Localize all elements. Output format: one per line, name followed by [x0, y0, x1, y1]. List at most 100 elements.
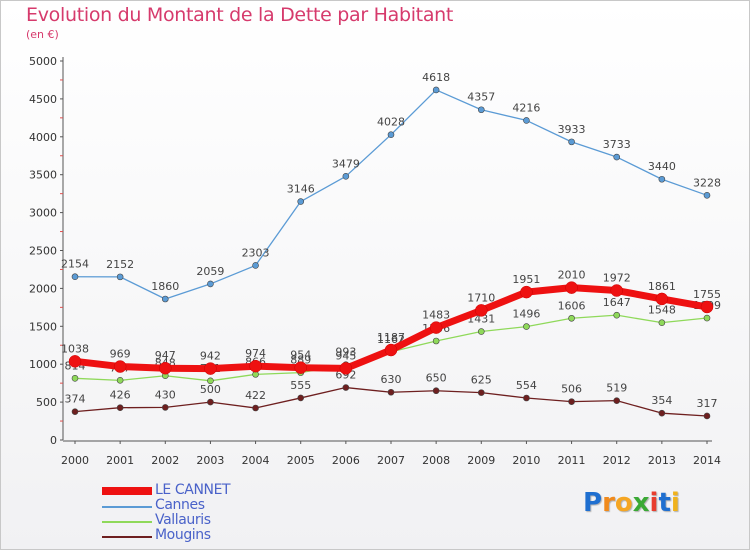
data-label-cannes-2005: 3146 [287, 183, 315, 196]
x-tick-label-2014: 2014 [693, 454, 721, 467]
x-tick-label-2007: 2007 [377, 454, 405, 467]
data-label-cannes-2003: 2059 [196, 265, 224, 278]
point-vallauris-2012 [613, 311, 621, 319]
data-label-mougins-2006: 692 [335, 369, 356, 382]
logo-letter: t [658, 488, 671, 518]
data-label-mougins-2005: 555 [290, 379, 311, 392]
data-label-cannes-2000: 2154 [61, 258, 89, 271]
point-vallauris-2003 [207, 377, 214, 385]
point-vallauris-2011 [568, 314, 575, 322]
point-mougins-2013 [658, 409, 666, 417]
x-tick-label-2012: 2012 [603, 454, 631, 467]
data-label-cannes-2014: 3228 [693, 176, 721, 189]
x-tick-label-2006: 2006 [332, 454, 360, 467]
point-cannes-2014 [703, 192, 711, 199]
data-label-cannes-2013: 3440 [648, 160, 676, 173]
data-label-le-cannet-2004: 974 [245, 347, 266, 360]
point-cannes-2008 [432, 86, 440, 94]
point-cannes-2000 [71, 273, 79, 281]
data-label-vallauris-2005: 889 [290, 354, 311, 367]
data-label-cannes-2010: 4216 [512, 101, 540, 114]
y-tick-label-1000: 1000 [29, 358, 57, 371]
point-cannes-2009 [477, 106, 485, 114]
data-label-mougins-2008: 650 [426, 372, 447, 385]
point-vallauris-2010 [523, 323, 530, 330]
data-label-mougins-2002: 430 [155, 388, 176, 401]
point-cannes-2006 [342, 172, 350, 180]
data-label-mougins-2007: 630 [381, 373, 402, 386]
legend-label-mougins: Mougins [155, 527, 211, 543]
point-vallauris-2014 [703, 314, 711, 322]
data-label-cannes-2012: 3733 [603, 138, 631, 151]
data-label-mougins-2004: 422 [245, 389, 266, 402]
data-label-cannes-2001: 2152 [106, 258, 134, 271]
y-tick-label-3000: 3000 [29, 207, 57, 220]
data-label-le-cannet-2002: 947 [155, 349, 176, 362]
point-le-cannet-2013 [655, 292, 669, 306]
logo-letter: i [670, 488, 680, 518]
point-le-cannet-2009 [475, 304, 488, 317]
data-label-mougins-2003: 500 [200, 383, 221, 396]
point-le-cannet-2003 [204, 362, 217, 375]
point-mougins-2000 [71, 408, 79, 415]
x-tick-label-2005: 2005 [287, 454, 315, 467]
data-label-mougins-2010: 554 [516, 379, 537, 392]
point-mougins-2004 [252, 404, 259, 412]
legend-swatch-le-cannet [102, 487, 152, 495]
data-label-cannes-2011: 3933 [558, 123, 586, 136]
data-label-mougins-2000: 374 [65, 393, 86, 406]
x-tick-label-2001: 2001 [106, 454, 134, 467]
point-mougins-2001 [116, 404, 124, 412]
point-le-cannet-2008 [429, 321, 443, 334]
x-tick-label-2004: 2004 [242, 454, 270, 467]
data-label-le-cannet-2012: 1972 [603, 272, 631, 285]
point-cannes-2001 [116, 273, 124, 281]
point-le-cannet-2012 [610, 284, 623, 297]
data-label-le-cannet-2008: 1483 [422, 309, 450, 322]
x-tick-label-2002: 2002 [151, 454, 179, 467]
data-label-cannes-2009: 4357 [467, 91, 495, 104]
point-cannes-2007 [387, 131, 395, 138]
y-tick-label-3500: 3500 [29, 169, 57, 182]
point-vallauris-2013 [658, 319, 666, 326]
data-label-mougins-2013: 354 [651, 394, 672, 407]
point-le-cannet-2005 [294, 361, 307, 374]
point-cannes-2010 [523, 117, 530, 124]
data-label-vallauris-2010: 1496 [512, 308, 540, 321]
point-mougins-2009 [477, 389, 485, 396]
logo-letter: i [649, 488, 659, 518]
proxiti-logo: Proxiti [583, 488, 680, 518]
point-mougins-2002 [161, 404, 169, 411]
data-label-le-cannet-2006: 945 [335, 349, 356, 362]
point-le-cannet-2002 [159, 361, 172, 375]
data-label-le-cannet-2011: 2010 [558, 269, 586, 282]
data-label-le-cannet-2009: 1710 [467, 291, 495, 304]
data-label-mougins-2011: 506 [561, 383, 582, 396]
data-label-mougins-2012: 519 [606, 382, 627, 395]
legend-swatch-vallauris [102, 521, 152, 523]
y-tick-label-0: 0 [50, 434, 57, 447]
point-mougins-2011 [568, 398, 575, 405]
y-tick-label-500: 500 [36, 396, 57, 409]
data-label-le-cannet-2001: 969 [110, 348, 131, 361]
data-label-mougins-2014: 317 [697, 397, 718, 410]
logo-letter: x [632, 488, 650, 518]
point-vallauris-2000 [71, 374, 79, 382]
point-mougins-2010 [523, 394, 530, 402]
x-tick-label-2011: 2011 [558, 454, 586, 467]
data-label-vallauris-2012: 1647 [603, 296, 631, 309]
point-mougins-2012 [613, 397, 621, 404]
point-cannes-2004 [252, 262, 259, 269]
data-label-cannes-2007: 4028 [377, 116, 405, 129]
legend-label-le-cannet: LE CANNET [155, 482, 231, 498]
logo-letter: r [602, 488, 615, 518]
point-le-cannet-2004 [249, 359, 262, 373]
data-label-vallauris-2011: 1606 [558, 299, 586, 312]
data-label-vallauris-2006: 993 [335, 346, 356, 359]
point-le-cannet-2011 [565, 281, 578, 294]
chart-title: Evolution du Montant de la Dette par Hab… [26, 4, 454, 26]
point-le-cannet-2007 [384, 343, 398, 357]
data-label-le-cannet-2013: 1861 [648, 280, 676, 293]
point-vallauris-2009 [477, 328, 485, 335]
